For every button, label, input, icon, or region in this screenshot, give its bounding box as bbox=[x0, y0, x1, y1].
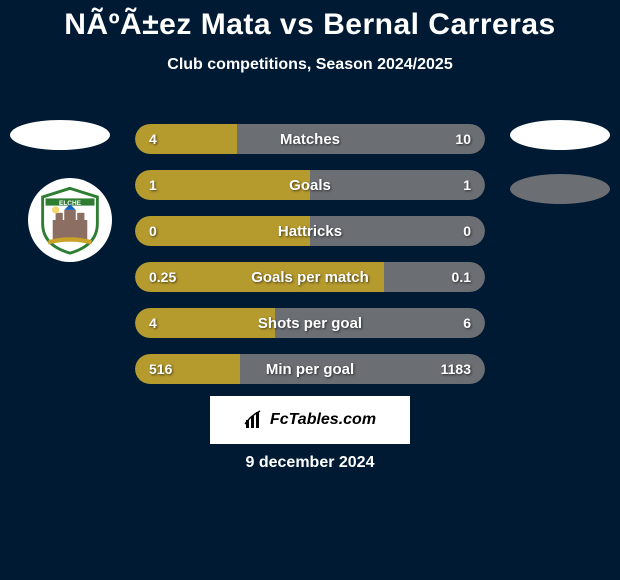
stat-label: Goals per match bbox=[135, 269, 485, 286]
stat-row: Matches4 10 bbox=[135, 124, 485, 154]
stat-value-left: 4 bbox=[149, 131, 157, 147]
elche-crest-icon: ELCHE bbox=[34, 184, 106, 256]
stat-row: Goals1 1 bbox=[135, 170, 485, 200]
stat-label: Min per goal bbox=[135, 361, 485, 378]
attribution-badge: FcTables.com bbox=[210, 396, 410, 444]
stat-value-left: 4 bbox=[149, 315, 157, 331]
club-right-placeholder bbox=[510, 174, 610, 204]
club-badge-elche: ELCHE bbox=[28, 178, 112, 262]
stat-row: Min per goal516 1183 bbox=[135, 354, 485, 384]
stat-label: Shots per goal bbox=[135, 315, 485, 332]
stats-container: Matches410Goals11Hattricks00Goals per ma… bbox=[135, 124, 485, 400]
stat-value-right: 6 bbox=[463, 315, 471, 331]
stat-value-right: 0 bbox=[463, 223, 471, 239]
stat-value-left: 516 bbox=[149, 361, 172, 377]
stat-value-left: 1 bbox=[149, 177, 157, 193]
stat-value-left: 0.25 bbox=[149, 269, 176, 285]
stat-value-right: 0.1 bbox=[452, 269, 471, 285]
chart-icon bbox=[244, 410, 264, 430]
stat-row: Goals per match0.25 0.1 bbox=[135, 262, 485, 292]
stat-value-right: 1183 bbox=[441, 361, 471, 377]
stat-label: Hattricks bbox=[135, 223, 485, 240]
page-title: NÃºÃ±ez Mata vs Bernal Carreras bbox=[0, 0, 620, 42]
stat-row: Hattricks0 0 bbox=[135, 216, 485, 246]
stat-value-right: 10 bbox=[455, 131, 471, 147]
stat-row: Shots per goal4 6 bbox=[135, 308, 485, 338]
stat-value-left: 0 bbox=[149, 223, 157, 239]
stat-value-right: 1 bbox=[463, 177, 471, 193]
stat-label: Matches bbox=[135, 131, 485, 148]
subtitle: Club competitions, Season 2024/2025 bbox=[0, 56, 620, 74]
date-text: 9 december 2024 bbox=[0, 454, 620, 472]
stat-label: Goals bbox=[135, 177, 485, 194]
player-left-placeholder bbox=[10, 120, 110, 150]
player-right-placeholder bbox=[510, 120, 610, 150]
attribution-text: FcTables.com bbox=[270, 411, 376, 429]
